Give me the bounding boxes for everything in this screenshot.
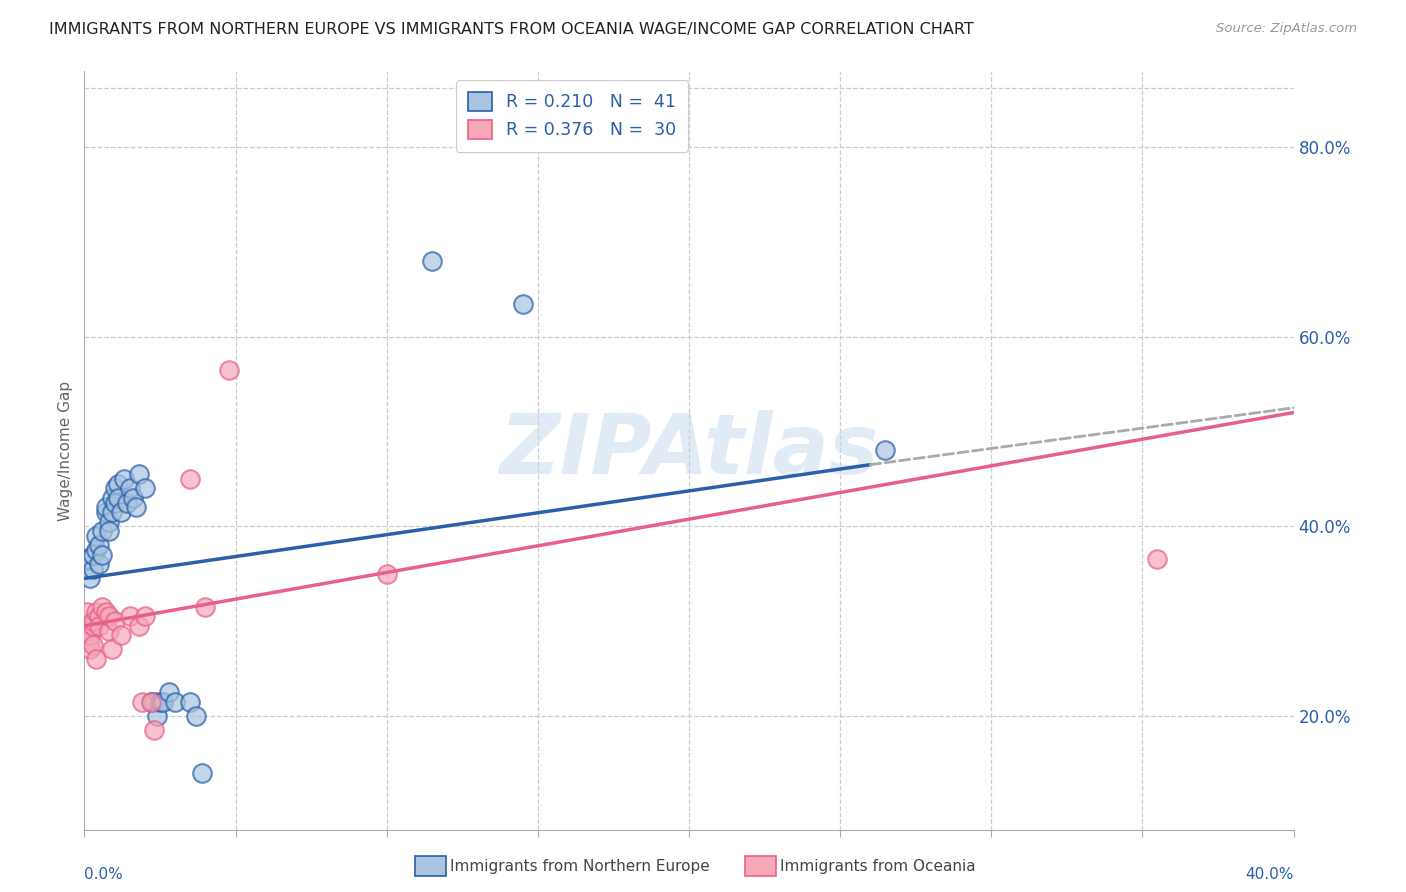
Point <box>97 524 120 538</box>
Point <box>218 363 240 377</box>
Point <box>76 619 98 633</box>
Point <box>82 614 104 628</box>
Point <box>1146 552 1168 566</box>
Point <box>110 628 132 642</box>
Point <box>107 476 129 491</box>
Point <box>194 599 217 614</box>
Point <box>79 571 101 585</box>
Point <box>104 614 127 628</box>
Point <box>125 500 148 515</box>
Point <box>89 609 111 624</box>
Point <box>100 491 122 505</box>
Point <box>86 543 108 558</box>
Point <box>142 695 165 709</box>
Point <box>86 605 108 619</box>
Point <box>91 548 114 562</box>
Point <box>121 491 143 505</box>
Point <box>134 482 156 496</box>
Point <box>107 491 129 505</box>
Point <box>94 500 117 515</box>
Point <box>82 638 104 652</box>
Point <box>89 538 111 552</box>
Point <box>139 695 162 709</box>
Text: Immigrants from Northern Europe: Immigrants from Northern Europe <box>450 859 710 873</box>
Point <box>100 642 122 657</box>
Point <box>165 695 187 709</box>
Point <box>76 552 98 566</box>
Point <box>157 685 180 699</box>
Point <box>142 723 165 737</box>
Point <box>152 695 174 709</box>
Point <box>82 619 104 633</box>
Point <box>86 529 108 543</box>
Point <box>89 557 111 572</box>
Text: Source: ZipAtlas.com: Source: ZipAtlas.com <box>1216 22 1357 36</box>
Point <box>149 695 172 709</box>
Point <box>112 472 135 486</box>
Point <box>79 628 101 642</box>
Point <box>146 708 169 723</box>
Point <box>139 695 162 709</box>
Point <box>104 495 127 509</box>
Text: Immigrants from Oceania: Immigrants from Oceania <box>780 859 976 873</box>
Point <box>191 765 214 780</box>
Point <box>186 708 208 723</box>
Point <box>104 482 127 496</box>
Point <box>110 505 132 519</box>
Point <box>179 472 201 486</box>
Point <box>134 609 156 624</box>
Point <box>375 566 398 581</box>
Point <box>76 605 98 619</box>
Point <box>875 443 897 458</box>
Text: IMMIGRANTS FROM NORTHERN EUROPE VS IMMIGRANTS FROM OCEANIA WAGE/INCOME GAP CORRE: IMMIGRANTS FROM NORTHERN EUROPE VS IMMIG… <box>49 22 974 37</box>
Point <box>89 619 111 633</box>
Point <box>128 467 150 482</box>
Text: 40.0%: 40.0% <box>1246 867 1294 882</box>
Point <box>79 642 101 657</box>
Text: 0.0%: 0.0% <box>84 867 124 882</box>
Point <box>118 609 141 624</box>
Point <box>179 695 201 709</box>
Point <box>128 619 150 633</box>
Point <box>118 482 141 496</box>
Point <box>97 624 120 638</box>
Point <box>91 524 114 538</box>
Point <box>94 605 117 619</box>
Legend: R = 0.210   N =  41, R = 0.376   N =  30: R = 0.210 N = 41, R = 0.376 N = 30 <box>456 80 689 152</box>
Point <box>420 254 443 268</box>
Point <box>86 652 108 666</box>
Point <box>94 505 117 519</box>
Point <box>82 548 104 562</box>
Point <box>100 505 122 519</box>
Text: ZIPAtlas: ZIPAtlas <box>499 410 879 491</box>
Point <box>131 695 153 709</box>
Point <box>91 599 114 614</box>
Point <box>512 296 534 310</box>
Point <box>97 515 120 529</box>
Point <box>79 633 101 648</box>
Point <box>115 495 138 509</box>
Y-axis label: Wage/Income Gap: Wage/Income Gap <box>58 380 73 521</box>
Point <box>97 609 120 624</box>
Point <box>82 562 104 576</box>
